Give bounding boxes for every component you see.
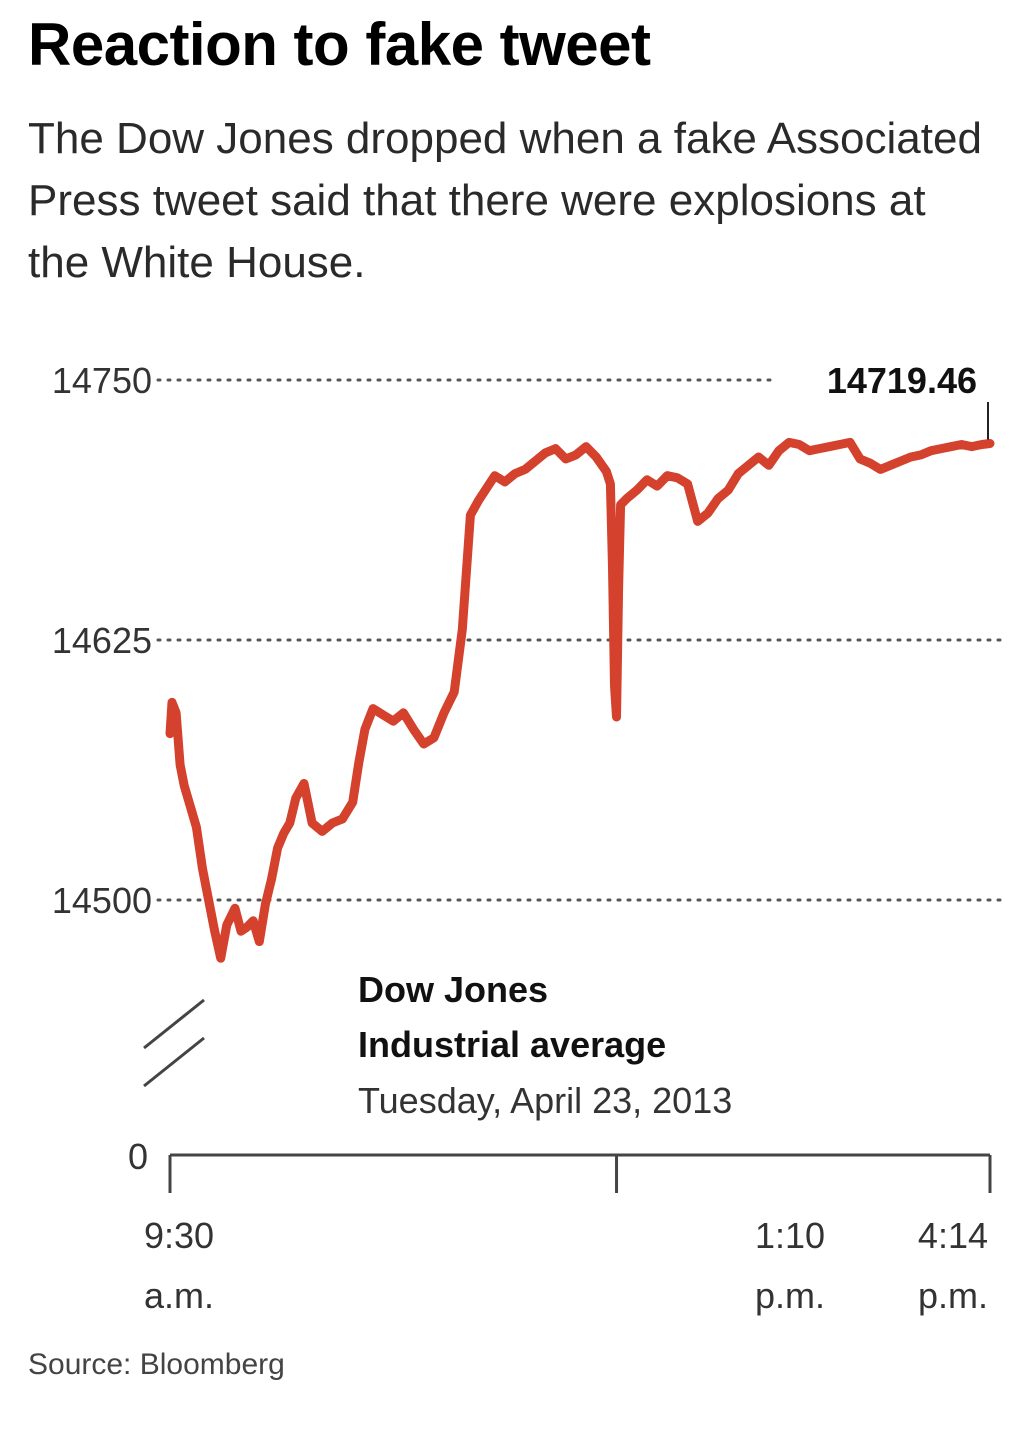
y-tick-label: 14750 bbox=[52, 360, 152, 401]
x-tick-label-suffix: p.m. bbox=[755, 1275, 825, 1316]
y-tick-label: 0 bbox=[128, 1136, 148, 1177]
legend: Dow Jones Industrial average Tuesday, Ap… bbox=[358, 969, 732, 1121]
legend-name-line1: Dow Jones bbox=[358, 969, 548, 1010]
x-tick-label-suffix: p.m. bbox=[918, 1275, 988, 1316]
source-note: Source: Bloomberg bbox=[28, 1348, 285, 1381]
legend-date: Tuesday, April 23, 2013 bbox=[358, 1080, 732, 1121]
axis-break-icon bbox=[143, 998, 205, 1088]
y-tick-label: 14500 bbox=[52, 880, 152, 921]
x-tick-label: 4:14 bbox=[918, 1215, 988, 1256]
x-tick-label-suffix: a.m. bbox=[144, 1275, 214, 1316]
legend-name-line2: Industrial average bbox=[358, 1024, 666, 1065]
series-layer: 14719.46 bbox=[165, 360, 995, 963]
closing-value-label: 14719.46 bbox=[827, 360, 977, 401]
line-chart: 14750 14625 14500 0 9:30 a.m. 1:10 p.m. 4:14 p.m… bbox=[52, 360, 1002, 1316]
dow-jones-line bbox=[165, 437, 995, 963]
x-tick-label: 9:30 bbox=[144, 1215, 214, 1256]
x-tick-label: 1:10 bbox=[755, 1215, 825, 1256]
chart-title: Reaction to fake tweet bbox=[28, 11, 651, 78]
x-axis: 9:30 a.m. 1:10 p.m. 4:14 p.m. bbox=[144, 1153, 992, 1316]
y-tick-label: 14625 bbox=[52, 620, 152, 661]
grid-lines bbox=[156, 378, 1002, 902]
chart-subtitle: The Dow Jones dropped when a fake Associ… bbox=[28, 114, 982, 287]
y-axis: 14750 14625 14500 0 bbox=[52, 360, 152, 1177]
